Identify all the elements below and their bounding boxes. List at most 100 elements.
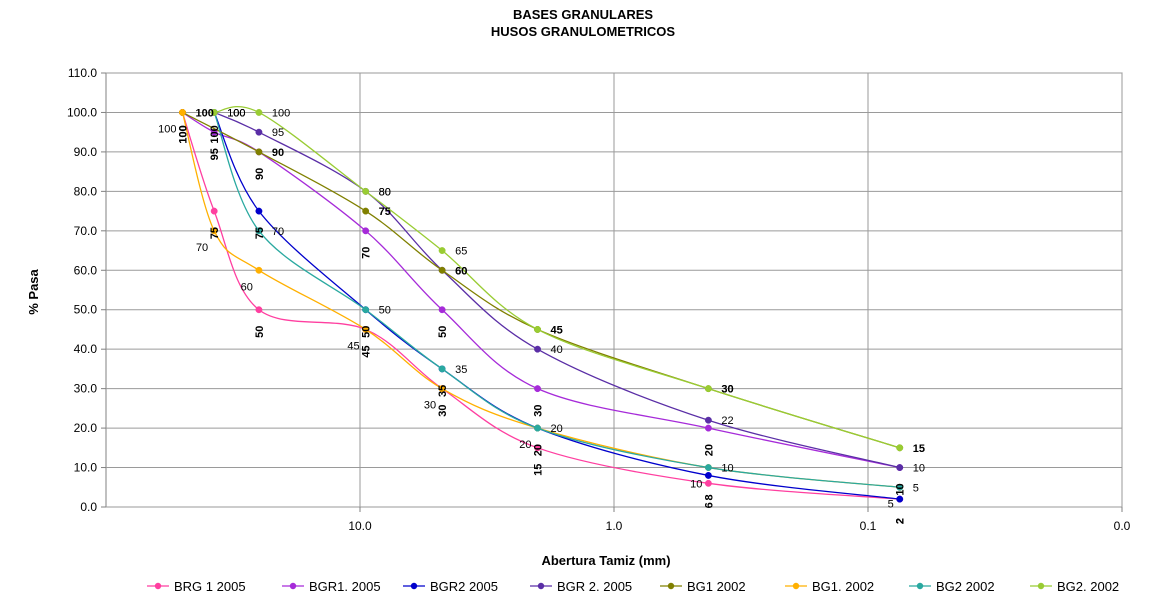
y-tick-label: 20.0 — [74, 421, 98, 435]
axis-layer: 0.010.020.030.040.050.060.070.080.090.01… — [67, 66, 1131, 533]
legend-item: BRG 1 2005 — [147, 579, 246, 594]
data-label: 60 — [241, 281, 253, 293]
data-label: 35 — [455, 364, 467, 376]
data-label: 20 — [519, 439, 531, 451]
data-point — [255, 207, 263, 215]
data-point — [896, 495, 904, 503]
data-label: 100 — [227, 107, 245, 119]
legend-swatch-marker — [289, 582, 297, 590]
chart-title-line-2: HUSOS GRANULOMETRICOS — [491, 24, 676, 39]
data-label-layer: 1007550453015621009590705030201010075503… — [158, 107, 925, 524]
data-point — [210, 207, 218, 215]
data-point — [438, 247, 446, 254]
data-point — [255, 266, 263, 274]
data-point — [704, 385, 712, 393]
y-axis-title: % Pasa — [26, 268, 41, 314]
data-point — [362, 227, 370, 235]
data-label: 30 — [721, 384, 733, 396]
data-label: 10 — [690, 479, 702, 491]
series-line — [182, 111, 900, 449]
data-label: 60 — [455, 265, 467, 277]
legend-label: BG2 2002 — [936, 579, 995, 594]
data-label: 75 — [379, 206, 391, 218]
data-point — [534, 444, 541, 452]
data-label: 95 — [209, 148, 221, 160]
y-tick-label: 60.0 — [74, 263, 98, 277]
data-label: 30 — [424, 400, 436, 412]
data-label: 50 — [361, 326, 373, 338]
series-line — [214, 106, 900, 449]
data-label: 100 — [227, 107, 245, 119]
legend-label: BGR1. 2005 — [309, 579, 381, 594]
y-tick-label: 100.0 — [67, 105, 97, 119]
data-label: 20 — [533, 444, 545, 456]
data-point — [704, 479, 712, 487]
data-label: 2 — [895, 518, 907, 524]
data-label: 70 — [361, 247, 373, 259]
x-tick-label: 0.0 — [1114, 519, 1131, 533]
data-label: 65 — [455, 246, 467, 258]
data-label: 90 — [254, 168, 266, 180]
data-point — [362, 207, 370, 215]
data-label: 100 — [195, 107, 213, 119]
legend-item: BG1 2002 — [660, 579, 746, 594]
y-tick-label: 70.0 — [74, 224, 98, 238]
data-label: 30 — [437, 404, 449, 416]
data-point — [534, 424, 541, 432]
data-label: 95 — [272, 127, 284, 139]
legend-item: BGR2 2005 — [403, 579, 498, 594]
x-tick-label: 0.1 — [860, 519, 877, 533]
x-tick-label: 1.0 — [606, 519, 623, 533]
data-label: 8 — [703, 494, 715, 500]
data-label: 80 — [379, 186, 391, 198]
series-layer — [179, 106, 904, 503]
series-line — [213, 111, 900, 469]
legend-label: BRG 1 2005 — [174, 579, 246, 594]
data-point — [704, 416, 712, 424]
y-tick-label: 30.0 — [74, 382, 98, 396]
legend: BRG 1 2005 BGR1. 2005 BGR2 2005 BGR 2. 2005… — [147, 579, 1119, 594]
x-tick-label: 10.0 — [348, 519, 372, 533]
legend-item: BG2. 2002 — [1030, 579, 1119, 594]
data-point — [179, 109, 186, 116]
data-label: 45 — [361, 345, 373, 357]
data-label: 5 — [888, 498, 894, 510]
data-point — [534, 326, 541, 333]
y-tick-label: 50.0 — [74, 303, 98, 317]
data-point — [704, 471, 712, 479]
data-label: 10 — [895, 483, 907, 495]
legend-swatch-marker — [792, 582, 800, 590]
legend-swatch-marker — [410, 582, 418, 590]
data-point — [362, 187, 370, 195]
data-label: 45 — [551, 324, 563, 336]
grid-layer — [105, 72, 1123, 508]
y-tick-label: 0.0 — [80, 500, 97, 514]
data-label: 60 — [455, 265, 467, 277]
data-label: 2 — [895, 518, 907, 524]
data-label: 20 — [703, 444, 715, 456]
legend-swatch-marker — [1037, 582, 1045, 590]
data-point — [362, 326, 370, 333]
data-point — [438, 365, 446, 373]
data-label: 22 — [721, 415, 733, 427]
legend-item: BG2 2002 — [909, 579, 995, 594]
data-label: 10 — [913, 463, 925, 475]
data-point — [896, 483, 904, 491]
data-label: 30 — [721, 384, 733, 396]
data-label: 15 — [913, 443, 925, 455]
data-label: 70 — [196, 242, 208, 254]
y-tick-label: 40.0 — [74, 342, 98, 356]
data-point — [362, 306, 370, 314]
data-point — [896, 444, 904, 452]
data-point — [255, 306, 263, 314]
data-point — [255, 109, 263, 116]
data-point — [438, 306, 446, 314]
y-tick-label: 90.0 — [74, 145, 98, 159]
data-point — [255, 128, 263, 136]
data-label: 15 — [533, 464, 545, 476]
legend-label: BG2. 2002 — [1057, 579, 1119, 594]
legend-item: BG1. 2002 — [785, 579, 874, 594]
data-label: 30 — [533, 404, 545, 416]
y-tick-label: 80.0 — [74, 184, 98, 198]
data-point — [210, 109, 218, 116]
